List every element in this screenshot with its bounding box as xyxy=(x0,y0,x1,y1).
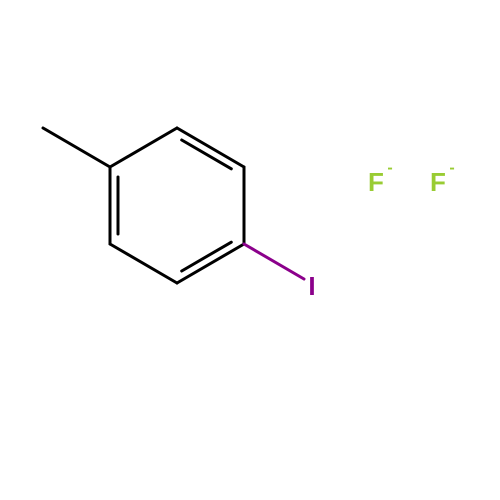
svg-text:-: - xyxy=(449,160,454,177)
atom-label-iodine: I xyxy=(308,271,315,301)
fluoride-ion: F- xyxy=(368,160,393,198)
svg-text:F: F xyxy=(368,167,384,197)
svg-text:F: F xyxy=(430,167,446,197)
svg-text:-: - xyxy=(387,160,392,177)
molecule-diagram: IF-F- xyxy=(0,0,500,500)
fluoride-ion: F- xyxy=(430,160,455,198)
